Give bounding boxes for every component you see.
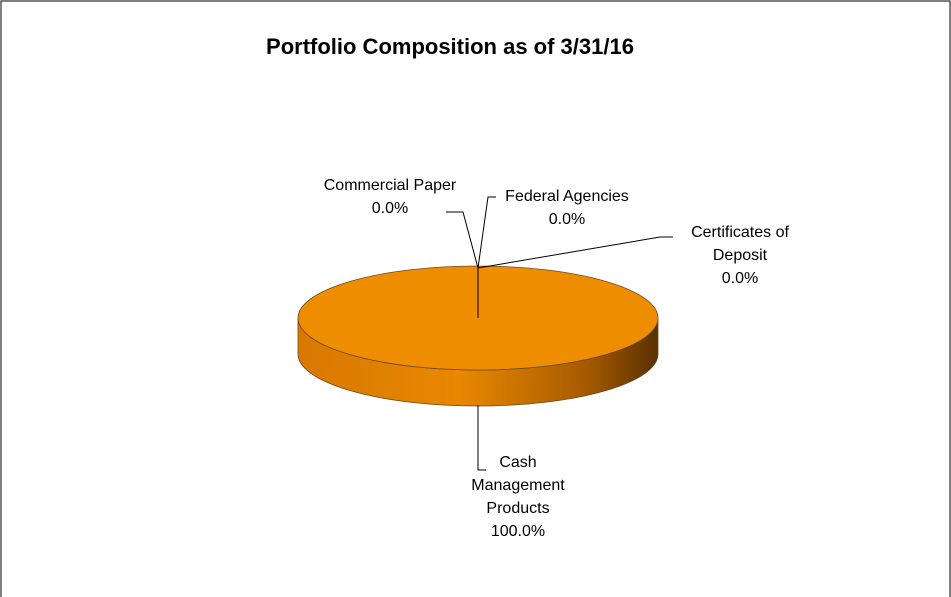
category-label: Certificates of Deposit (691, 224, 789, 264)
category-label: Cash Management Products (471, 454, 565, 517)
leader-line (477, 196, 496, 269)
value-label: 0.0% (548, 211, 586, 228)
category-label: Commercial Paper (323, 177, 457, 194)
value-label: 0.0% (371, 200, 409, 217)
data-label: Cash Management Products 100.0% (458, 451, 578, 543)
value-label: 100.0% (490, 523, 546, 540)
data-label: Federal Agencies 0.0% (497, 185, 637, 231)
category-label: Federal Agencies (505, 188, 629, 205)
value-label: 0.0% (721, 270, 759, 287)
data-label: Commercial Paper 0.0% (320, 174, 460, 220)
leader-lines (446, 196, 673, 471)
leader-line (477, 236, 673, 269)
data-label: Certificates of Deposit 0.0% (670, 221, 810, 290)
chart-title: Portfolio Composition as of 3/31/16 (266, 34, 634, 59)
leader-line (477, 405, 486, 471)
leader-line (446, 211, 479, 269)
